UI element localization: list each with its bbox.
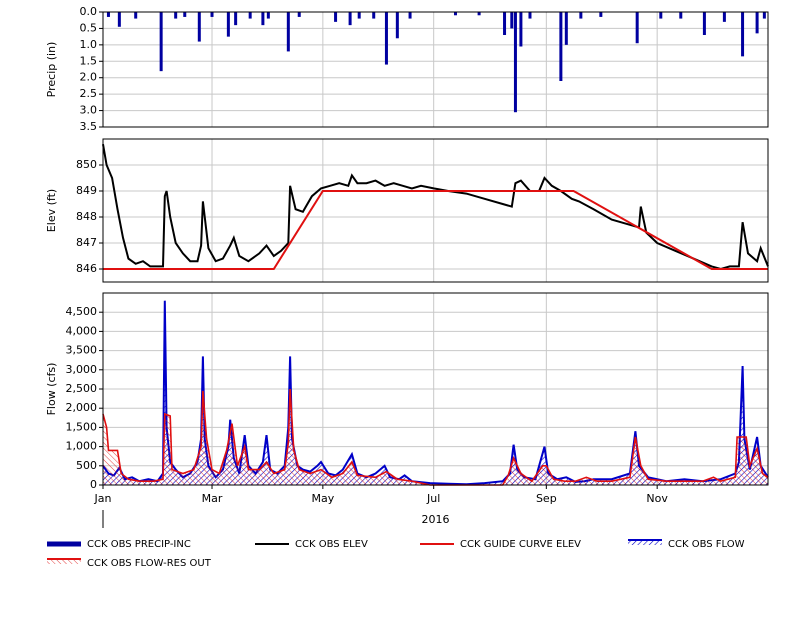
y-tick-label: 0.5 — [80, 21, 98, 34]
x-tick-label: Sep — [536, 492, 557, 505]
precip-bar — [117, 12, 121, 27]
legend-label: CCK GUIDE CURVE ELEV — [460, 539, 581, 550]
precip-bar — [384, 12, 388, 65]
y-tick-label: 3,500 — [66, 344, 98, 357]
y-tick-label: 847 — [76, 236, 97, 249]
legend-label: CCK OBS ELEV — [295, 539, 368, 550]
y-axis-label: Flow (cfs) — [45, 363, 58, 416]
y-tick-label: 2,000 — [66, 401, 98, 414]
x-tick-label: Jul — [426, 492, 440, 505]
y-tick-label: 0 — [90, 478, 97, 491]
precip-bar — [741, 12, 745, 57]
x-tick-label: Nov — [646, 492, 668, 505]
y-tick-label: 0.0 — [80, 5, 98, 18]
precip-bar — [453, 12, 457, 16]
precip-bar — [395, 12, 399, 39]
y-tick-label: 2,500 — [66, 382, 98, 395]
precip-bar — [503, 12, 507, 35]
y-tick-label: 2.0 — [80, 71, 98, 84]
precip-bar — [357, 12, 361, 19]
precip-bar — [261, 12, 265, 26]
precip-bar — [762, 12, 766, 19]
y-tick-label: 2.5 — [80, 87, 98, 100]
precip-bar — [579, 12, 583, 19]
precip-bar — [477, 12, 481, 16]
precip-bar — [348, 12, 352, 26]
legend-label: CCK OBS PRECIP-INC — [87, 539, 191, 550]
precip-bar — [372, 12, 376, 19]
precip-bar — [183, 12, 187, 17]
legend-label: CCK OBS FLOW-RES OUT — [87, 558, 212, 569]
y-tick-label: 500 — [76, 459, 97, 472]
precip-bar — [513, 12, 517, 113]
y-axis-label: Elev (ft) — [45, 189, 58, 232]
precip-bar — [679, 12, 683, 19]
legend-label: CCK OBS FLOW — [668, 539, 745, 550]
precip-bar — [226, 12, 230, 37]
x-axis-label: 2016 — [422, 513, 450, 526]
y-tick-label: 846 — [76, 262, 97, 275]
y-tick-label: 848 — [76, 210, 97, 223]
y-tick-label: 850 — [76, 158, 97, 171]
precip-bar — [559, 12, 563, 81]
x-tick-label: Mar — [202, 492, 223, 505]
elev-line — [103, 190, 768, 270]
y-tick-label: 849 — [76, 184, 97, 197]
plot-frame — [102, 292, 769, 486]
plot-frame — [102, 138, 769, 283]
precip-bar — [210, 12, 214, 17]
y-tick-label: 1.0 — [80, 38, 98, 51]
y-tick-label: 4,500 — [66, 305, 98, 318]
precip-bar — [635, 12, 639, 44]
x-tick-label: Jan — [94, 492, 112, 505]
y-tick-label: 1,000 — [66, 440, 98, 453]
x-tick-label: May — [311, 492, 334, 505]
precip-bar — [174, 12, 178, 19]
precip-bar — [334, 12, 338, 22]
y-tick-label: 3,000 — [66, 363, 98, 376]
y-tick-label: 3.0 — [80, 104, 98, 117]
precip-bar — [159, 12, 163, 72]
y-tick-label: 4,000 — [66, 324, 98, 337]
precip-bar — [234, 12, 238, 26]
legend-swatch — [628, 540, 662, 545]
flow-area — [103, 389, 768, 485]
y-tick-label: 1,500 — [66, 420, 98, 433]
legend-swatch — [47, 559, 81, 564]
precip-bar — [702, 12, 706, 35]
flow-line — [102, 388, 769, 486]
plot-frame — [102, 11, 769, 128]
precip-bar — [106, 12, 110, 17]
precip-bar — [564, 12, 568, 45]
precip-bar — [266, 12, 270, 19]
precip-bar — [528, 12, 532, 19]
precip-bar — [722, 12, 726, 22]
precip-bar — [134, 12, 138, 19]
precip-bar — [197, 12, 201, 42]
elev-line — [102, 144, 769, 271]
y-tick-label: 3.5 — [80, 120, 98, 133]
y-axis-label: Precip (in) — [45, 42, 58, 98]
precip-bar — [519, 12, 523, 47]
precip-bar — [297, 12, 301, 17]
precip-bar — [659, 12, 663, 19]
precip-bar — [286, 12, 290, 52]
precip-bar — [599, 12, 603, 17]
precip-bar — [408, 12, 412, 19]
y-tick-label: 1.5 — [80, 54, 98, 67]
precip-bar — [755, 12, 759, 34]
precip-bar — [248, 12, 252, 19]
precip-bar — [510, 12, 514, 29]
